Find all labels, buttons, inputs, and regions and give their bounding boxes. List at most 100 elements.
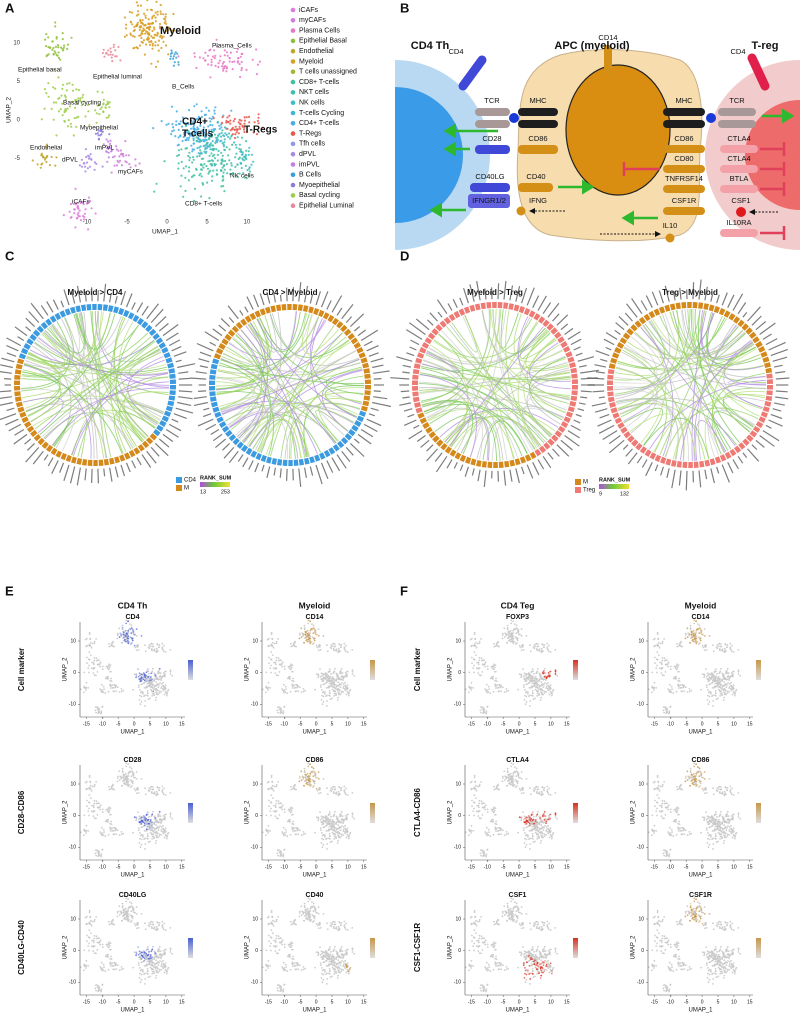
- cell-point: [110, 171, 113, 174]
- expressing-cell: [313, 771, 316, 774]
- cell-point: [100, 826, 103, 829]
- chord-segment: [17, 358, 25, 365]
- cell-point: [149, 697, 151, 700]
- cell-point: [147, 976, 150, 979]
- cell-point: [351, 670, 354, 673]
- cell-point: [136, 922, 139, 925]
- cell-point: [223, 190, 226, 193]
- cell-point: [217, 65, 220, 69]
- cell-point: [104, 970, 107, 973]
- chord-link: [481, 309, 501, 348]
- chord-link: [24, 352, 62, 409]
- cell-point: [208, 136, 211, 139]
- cell-point: [103, 55, 106, 58]
- chord-link: [629, 413, 685, 461]
- cell-point: [169, 57, 172, 61]
- gene-label-mark: [0, 396, 12, 399]
- cell-point: [99, 107, 102, 111]
- cell-point: [135, 46, 138, 49]
- gene-label-mark: [560, 323, 569, 331]
- cell-point: [135, 674, 138, 677]
- cell-point: [122, 832, 125, 835]
- cell-point: [229, 122, 232, 125]
- cell-point: [100, 683, 103, 686]
- cell-point: [140, 843, 143, 846]
- gene-label-mark: [246, 296, 254, 310]
- cell-point: [339, 836, 341, 839]
- expressing-cell: [135, 951, 138, 954]
- cell-point: [179, 120, 182, 123]
- cell-point: [164, 673, 166, 676]
- cell-point: [84, 638, 87, 641]
- cell-point: [99, 804, 102, 807]
- panel-letter: E: [5, 583, 14, 598]
- cell-point: [337, 824, 340, 827]
- cell-point: [164, 44, 168, 47]
- cell-point: [328, 833, 331, 835]
- gene-label-mark: [626, 303, 638, 318]
- cell-point: [164, 831, 166, 834]
- cell-point: [134, 789, 137, 792]
- cell-point: [140, 36, 143, 40]
- cell-point: [241, 124, 244, 127]
- x-tick-label: -10: [281, 864, 288, 870]
- gene-label-mark: [136, 302, 144, 313]
- gene-label-mark: [427, 319, 434, 326]
- gene-label-mark: [136, 457, 142, 466]
- cell-point: [62, 214, 65, 217]
- legend-swatch: [290, 69, 296, 75]
- scale-tick: 132: [620, 491, 629, 497]
- cell-point: [242, 172, 245, 175]
- cell-point: [288, 667, 291, 669]
- cell-point: [107, 675, 109, 678]
- expressing-cell: [138, 950, 141, 953]
- cell-point: [277, 659, 280, 662]
- chord-segment: [610, 357, 618, 364]
- cell-point: [272, 797, 274, 799]
- chord-link: [513, 313, 564, 363]
- cell-point: [61, 87, 64, 90]
- expressing-cell: [125, 622, 128, 625]
- legend-swatch: [290, 38, 296, 44]
- chord-segment: [118, 307, 125, 316]
- cell-point: [329, 682, 332, 685]
- cell-point: [317, 673, 320, 676]
- cell-point: [250, 163, 253, 166]
- cell-point: [146, 0, 149, 2]
- cell-point: [316, 911, 318, 914]
- chord-link: [462, 315, 508, 461]
- cell-point: [160, 37, 163, 40]
- cell-point: [73, 117, 76, 120]
- chord-link: [634, 331, 745, 360]
- gene-label-mark: [434, 452, 443, 462]
- cell-point: [186, 137, 189, 140]
- cell-point: [109, 53, 112, 56]
- cell-point: [342, 679, 344, 681]
- cell-point: [338, 643, 340, 645]
- gene-label-mark: [205, 423, 217, 431]
- cell-point: [335, 692, 337, 695]
- cell-point: [156, 60, 159, 63]
- gene-label-mark: [261, 464, 265, 472]
- cell-point: [108, 809, 111, 812]
- cell-point: [282, 834, 285, 836]
- cell-point: [84, 916, 87, 919]
- cell-point: [215, 169, 218, 172]
- cell-point: [209, 148, 212, 151]
- chord-segment: [30, 429, 38, 438]
- cell-point: [270, 814, 272, 817]
- legend-swatch: [290, 151, 296, 157]
- x-axis-label: UMAP_1: [120, 873, 145, 879]
- cell-point: [326, 843, 329, 845]
- cluster-label: Myoepithelial: [80, 125, 118, 132]
- gene-label-mark: [91, 287, 93, 302]
- cell-point: [221, 154, 224, 157]
- cell-point: [322, 826, 325, 829]
- cell-point: [161, 35, 164, 38]
- cell-point: [177, 61, 180, 64]
- cell-point: [140, 838, 143, 841]
- cell-point: [85, 645, 88, 647]
- chord-link: [318, 398, 363, 442]
- x-tick-label: -5: [116, 999, 121, 1005]
